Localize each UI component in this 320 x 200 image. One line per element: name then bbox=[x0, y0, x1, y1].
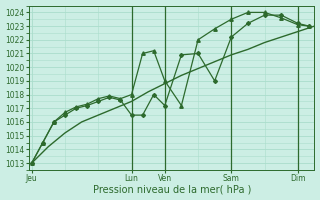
X-axis label: Pression niveau de la mer( hPa ): Pression niveau de la mer( hPa ) bbox=[92, 184, 251, 194]
